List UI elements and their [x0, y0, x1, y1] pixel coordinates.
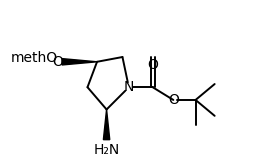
Text: O: O: [147, 58, 158, 72]
Text: O: O: [168, 93, 179, 107]
Text: O: O: [52, 55, 63, 69]
Polygon shape: [62, 59, 97, 65]
Text: methO: methO: [11, 51, 58, 65]
Text: H₂N: H₂N: [94, 143, 120, 157]
Polygon shape: [103, 110, 110, 140]
Text: N: N: [124, 80, 134, 94]
